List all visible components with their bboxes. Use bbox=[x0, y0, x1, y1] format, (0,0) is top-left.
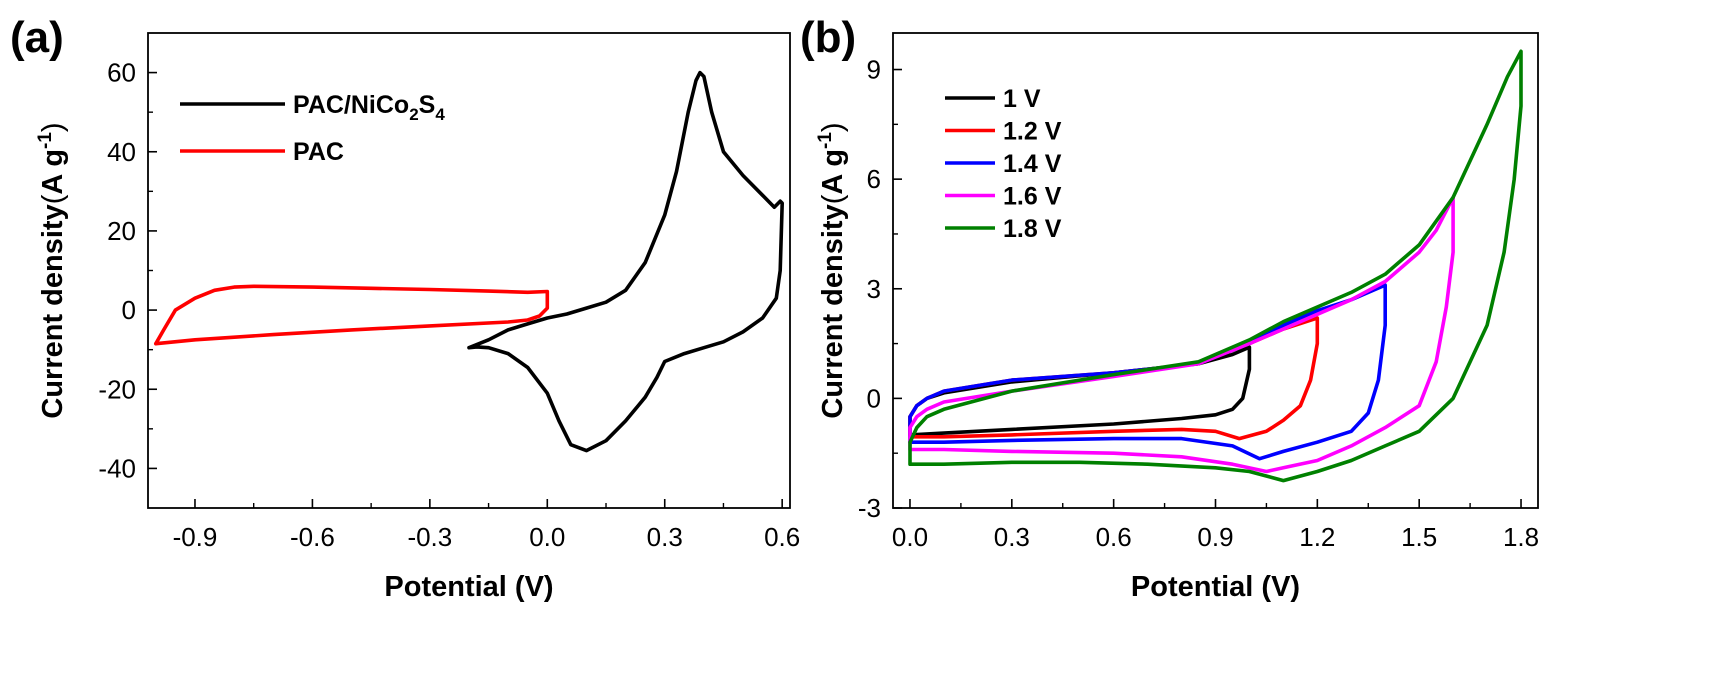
x-tick-label: 0.0 bbox=[892, 522, 928, 552]
legend-label: 1.6 V bbox=[1003, 183, 1062, 211]
legend: 1 V 1.2 V 1.4 V 1.6 V 1.8 V bbox=[945, 85, 1062, 243]
y-axis-title-unit: A g bbox=[817, 149, 849, 195]
y-tick-label: -40 bbox=[98, 453, 136, 483]
x-tick-label: 0.6 bbox=[1096, 522, 1132, 552]
legend-label-text: 1.6 V bbox=[1003, 183, 1062, 211]
y-axis-title-main: Current density bbox=[37, 204, 69, 418]
y-tick-label: 0 bbox=[867, 383, 881, 413]
x-tick-label: 1.5 bbox=[1401, 522, 1437, 552]
panel-label: (b) bbox=[800, 13, 856, 62]
x-tick-label: 0.0 bbox=[529, 522, 565, 552]
y-tick-label: 6 bbox=[867, 164, 881, 194]
y-tick-label: -20 bbox=[98, 374, 136, 404]
x-tick-label: 1.8 bbox=[1503, 522, 1539, 552]
y-tick-label: 9 bbox=[867, 55, 881, 85]
legend-label: 1.2 V bbox=[1003, 118, 1062, 146]
legend-label: 1.4 V bbox=[1003, 150, 1062, 178]
x-tick-label: 0.3 bbox=[994, 522, 1030, 552]
y-axis-title-exponent: -1 bbox=[815, 132, 836, 149]
legend-label-text: PAC/NiCo bbox=[293, 91, 409, 119]
y-axis-title-paren: ( bbox=[817, 194, 849, 204]
y-axis-title-paren: ) bbox=[37, 122, 69, 132]
legend-label-text: PAC bbox=[293, 138, 344, 166]
x-tick-label: 0.3 bbox=[647, 522, 683, 552]
legend-label: 1 V bbox=[1003, 85, 1041, 113]
legend: PAC/NiCo2S4 PAC bbox=[180, 91, 445, 166]
legend-label-text: 1.4 V bbox=[1003, 150, 1062, 178]
legend-label-subscript: 4 bbox=[435, 105, 445, 124]
chart-panel-b: (b) 0.0 0.3 0.6 0.9 1.2 1.5 1.8 -3 0 3 6 9 Potential … bbox=[800, 13, 1539, 603]
x-tick-label: 0.6 bbox=[764, 522, 800, 552]
y-axis-title: Current density(A g-1) bbox=[35, 122, 69, 418]
y-tick-label: 20 bbox=[107, 216, 136, 246]
y-tick-label: 40 bbox=[107, 137, 136, 167]
y-axis-title-paren: ( bbox=[37, 194, 69, 204]
x-axis-title: Potential (V) bbox=[384, 571, 553, 603]
y-tick-label: 0 bbox=[122, 295, 136, 325]
x-tick-label: -0.6 bbox=[290, 522, 335, 552]
series-line-1-8-v bbox=[908, 49, 1523, 483]
y-axis-title-paren: ) bbox=[817, 122, 849, 132]
x-tick-label: -0.9 bbox=[173, 522, 218, 552]
x-axis-title: Potential (V) bbox=[1131, 571, 1300, 603]
legend-label: 1.8 V bbox=[1003, 215, 1062, 243]
y-tick-label: 3 bbox=[867, 274, 881, 304]
chart-panel-a: (a) -0.9 -0.6 -0.3 0.0 0.3 0.6 -40 -20 0 20 40 60 Pot… bbox=[10, 13, 800, 603]
x-tick-label: 1.2 bbox=[1299, 522, 1335, 552]
series-line-1-4-v bbox=[908, 283, 1387, 461]
y-tick-label: 60 bbox=[107, 58, 136, 88]
legend-label-text: 1 V bbox=[1003, 85, 1041, 113]
legend-label-subscript: 2 bbox=[409, 105, 418, 124]
y-axis-title-main: Current density bbox=[817, 204, 849, 418]
legend-label: PAC bbox=[293, 138, 344, 166]
y-axis-title-unit: A g bbox=[37, 149, 69, 195]
y-tick-label: -3 bbox=[858, 493, 881, 523]
y-axis-title: Current density(A g-1) bbox=[815, 122, 849, 418]
x-tick-label: -0.3 bbox=[407, 522, 452, 552]
legend-label-text: 1.2 V bbox=[1003, 118, 1062, 146]
panel-label: (a) bbox=[10, 13, 64, 62]
legend-label-text: 1.8 V bbox=[1003, 215, 1062, 243]
x-tick-label: 0.9 bbox=[1197, 522, 1233, 552]
legend-label: PAC/NiCo2S4 bbox=[293, 91, 445, 124]
y-axis-title-exponent: -1 bbox=[35, 132, 56, 149]
legend-label-text: S bbox=[419, 91, 436, 119]
series-line-pac-nico2s4 bbox=[467, 70, 784, 453]
series-line-pac bbox=[154, 284, 550, 346]
